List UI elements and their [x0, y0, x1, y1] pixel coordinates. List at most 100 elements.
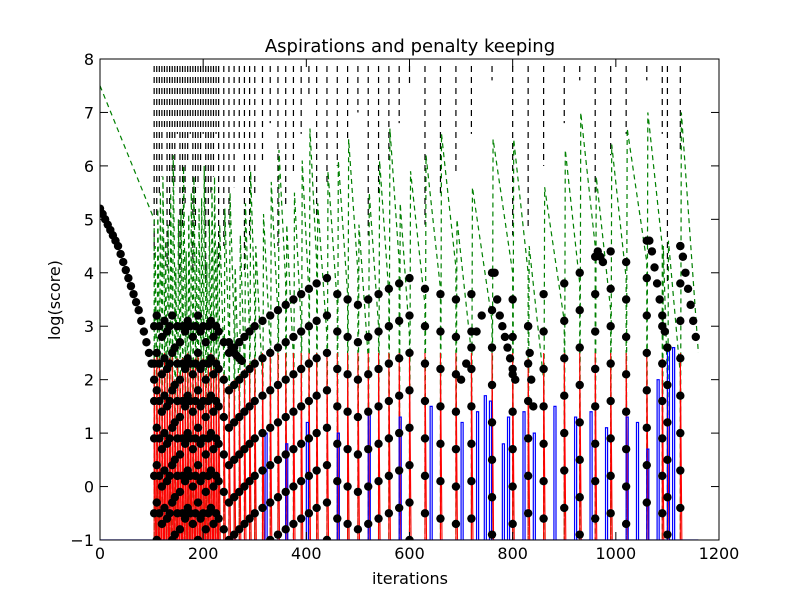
score-point	[240, 482, 249, 491]
score-point	[686, 300, 695, 310]
chart-title: Aspirations and penalty keeping	[265, 36, 555, 57]
score-point	[157, 332, 167, 342]
score-column	[539, 289, 548, 523]
score-point	[621, 257, 631, 267]
score-column	[384, 284, 394, 518]
score-point	[487, 530, 497, 539]
score-point	[322, 386, 332, 395]
score-point	[394, 279, 404, 288]
score-point	[676, 279, 685, 288]
score-point	[384, 322, 394, 331]
score-column	[193, 311, 203, 540]
score-point	[296, 477, 306, 486]
score-point	[663, 530, 672, 539]
score-point	[560, 466, 569, 475]
score-point	[175, 525, 185, 534]
x-tick-label: 600	[394, 544, 425, 563]
x-axis-title: iterations	[372, 569, 448, 588]
score-point	[219, 375, 228, 384]
score-point	[258, 391, 267, 400]
score-point	[525, 348, 534, 358]
score-point	[503, 343, 512, 352]
score-point	[477, 311, 486, 320]
score-point	[539, 327, 548, 336]
score-column	[245, 327, 254, 523]
score-column	[322, 273, 332, 540]
score-point	[420, 284, 430, 294]
score-point	[642, 423, 651, 432]
score-point	[188, 370, 198, 379]
score-segment	[224, 338, 247, 366]
score-point	[289, 444, 298, 454]
score-point	[201, 450, 210, 459]
score-column	[206, 316, 216, 513]
score-point	[165, 434, 174, 443]
score-point	[188, 519, 198, 529]
score-column	[209, 332, 218, 529]
score-point	[273, 530, 283, 539]
score-point	[487, 380, 497, 390]
score-column	[591, 252, 600, 523]
score-point	[214, 402, 223, 411]
score-point	[126, 281, 136, 291]
score-segment	[100, 204, 159, 384]
score-point	[523, 359, 533, 368]
score-column	[235, 338, 244, 534]
score-point	[676, 241, 685, 251]
score-point	[240, 332, 249, 342]
score-point	[250, 509, 259, 518]
score-point	[152, 348, 161, 358]
y-tick-label: 3	[84, 317, 94, 336]
score-point	[322, 311, 332, 320]
score-column	[575, 268, 584, 539]
score-point	[240, 519, 249, 529]
score-point	[235, 338, 244, 347]
score-column	[642, 236, 651, 507]
score-point	[374, 364, 383, 374]
score-point	[235, 412, 244, 422]
score-point	[296, 439, 306, 448]
score-point	[180, 514, 190, 523]
score-point	[353, 525, 363, 534]
score-point	[606, 284, 615, 294]
score-point	[436, 289, 445, 299]
score-point	[240, 407, 249, 416]
score-point	[405, 498, 414, 507]
score-point	[575, 343, 584, 352]
score-point	[304, 322, 314, 331]
score-point	[273, 380, 283, 390]
score-point	[157, 444, 167, 454]
score-point	[591, 289, 600, 299]
score-point	[121, 265, 130, 275]
score-point	[451, 332, 461, 342]
score-point	[621, 370, 631, 379]
score-point	[394, 503, 404, 513]
score-point	[689, 316, 698, 326]
score-point	[539, 402, 548, 411]
score-point	[508, 332, 517, 342]
score-point	[364, 519, 373, 529]
score-column	[333, 289, 342, 523]
score-point	[281, 525, 290, 534]
score-point	[681, 268, 690, 277]
score-point	[495, 311, 504, 320]
score-point	[139, 327, 149, 336]
score-point	[157, 407, 167, 416]
score-point	[180, 439, 190, 448]
score-point	[676, 316, 685, 326]
score-point	[281, 487, 290, 497]
score-point	[134, 305, 143, 315]
score-point	[304, 396, 314, 406]
score-point	[658, 434, 667, 443]
score-column	[374, 289, 383, 523]
score-column	[240, 332, 249, 529]
x-tick-label: 1200	[699, 544, 740, 563]
score-point	[116, 249, 125, 259]
score-point	[420, 396, 430, 406]
score-point	[250, 359, 259, 368]
score-point	[289, 519, 298, 529]
score-point	[508, 482, 517, 491]
score-point	[505, 354, 515, 363]
score-point	[523, 509, 533, 518]
x-tick-label: 1000	[595, 544, 636, 563]
